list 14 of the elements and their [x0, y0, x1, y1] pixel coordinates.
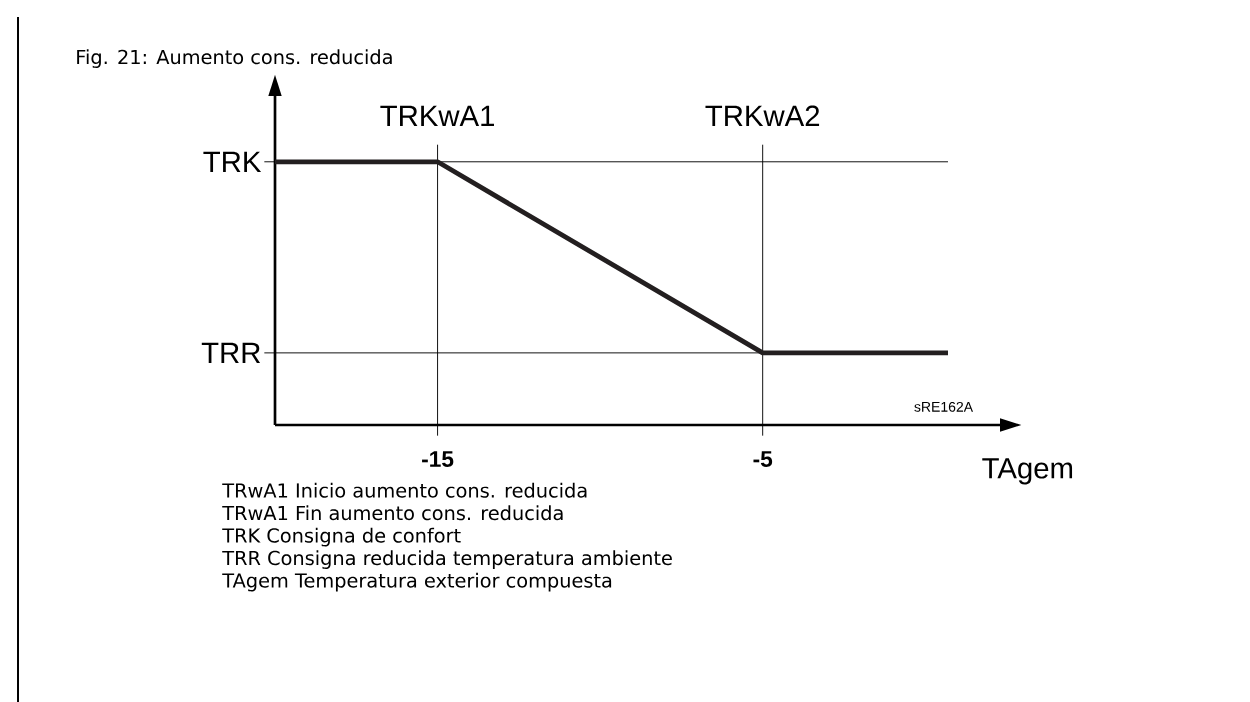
text: TRwA1 Inicio aumento cons. reducida: [222, 482, 587, 498]
chart-title: Fig. 21: Aumento cons. reducida: [77, 49, 392, 69]
x-axis-title: TAgem: [982, 458, 1073, 485]
ref-line-label: TRK: [203, 151, 262, 172]
text: TRwA1 Fin aumento cons. reducida: [222, 505, 563, 521]
ref-line-label: TRR: [201, 342, 261, 363]
text: TRR Consigna reducida temperatura ambiente: [222, 550, 672, 570]
ref-line-label: TRKwA1: [380, 105, 494, 127]
text: TAgem Temperatura exterior compuesta: [222, 572, 612, 592]
text: TRK Consigna de confort: [222, 527, 461, 547]
x-tick-label: -15: [422, 451, 454, 468]
annotation: sRE162A: [914, 401, 974, 412]
ref-line-label: TRKwA2: [705, 105, 820, 127]
x-tick-label: -5: [753, 451, 773, 468]
